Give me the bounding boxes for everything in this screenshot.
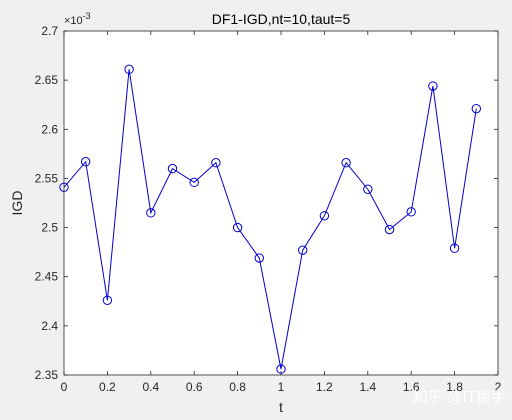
x-tick-label-1: 0.2 [99,380,116,394]
data-point-16 [406,207,416,217]
x-tick-label-4: 0.8 [229,380,246,394]
x-tick-label-0: 0 [61,380,68,394]
x-tick-label-8: 1.6 [403,380,420,394]
y-tick-label-6: 2.65 [35,73,59,87]
data-point-5 [167,163,178,174]
y-tick-label-1: 2.4 [41,319,58,333]
x-tick-label-7: 1.4 [359,380,376,394]
data-point-6 [189,177,199,188]
data-point-3 [124,64,134,75]
data-point-2 [102,295,113,306]
data-point-8 [232,222,243,233]
y-tick-label-4: 2.55 [35,171,59,185]
plot-area [64,31,498,375]
ticks-layer: 0 0.2 0.4 0.6 0.8 1 1.2 1.4 1.6 1.8 2 2.35 2.4 2.45 2.… [35,24,502,394]
data-point-18 [449,243,460,253]
data-point-15 [384,224,395,235]
chart-title: DF1-IGD,nt=10,taut=5 [212,11,351,27]
axes-box [63,30,499,376]
data-point-1 [81,157,91,167]
y-tick-label-2: 2.45 [35,270,59,284]
data-point-14 [363,184,373,194]
y-axis-label: IGD [9,191,25,216]
x-tick-label-5: 1 [278,380,285,394]
y-tick-label-0: 2.35 [35,368,59,382]
data-point-11 [298,245,308,255]
x-tick-label-6: 1.2 [316,380,333,394]
data-point-12 [319,211,330,221]
x-tick-label-10: 2 [495,380,502,394]
data-point-4 [146,208,156,218]
data-point-7 [211,158,221,168]
watermark-text: 知乎 @IT猿手 [413,388,506,406]
y-tick-label-3: 2.5 [41,221,58,235]
y-tick-label-5: 2.6 [41,122,58,136]
y-tick-label-7: 2.7 [41,24,58,38]
x-tick-label-3: 0.6 [186,380,203,394]
data-point-10 [276,364,286,374]
data-point-13 [341,158,351,168]
x-axis-label: t [279,399,283,415]
data-point-9 [254,253,264,263]
series-layer [59,64,481,374]
y-axis-exponent: ×10-3 [64,11,91,27]
x-tick-label-2: 0.4 [142,380,159,394]
data-point-17 [428,81,438,91]
data-point-19 [471,103,481,114]
x-tick-label-9: 1.8 [446,380,463,394]
